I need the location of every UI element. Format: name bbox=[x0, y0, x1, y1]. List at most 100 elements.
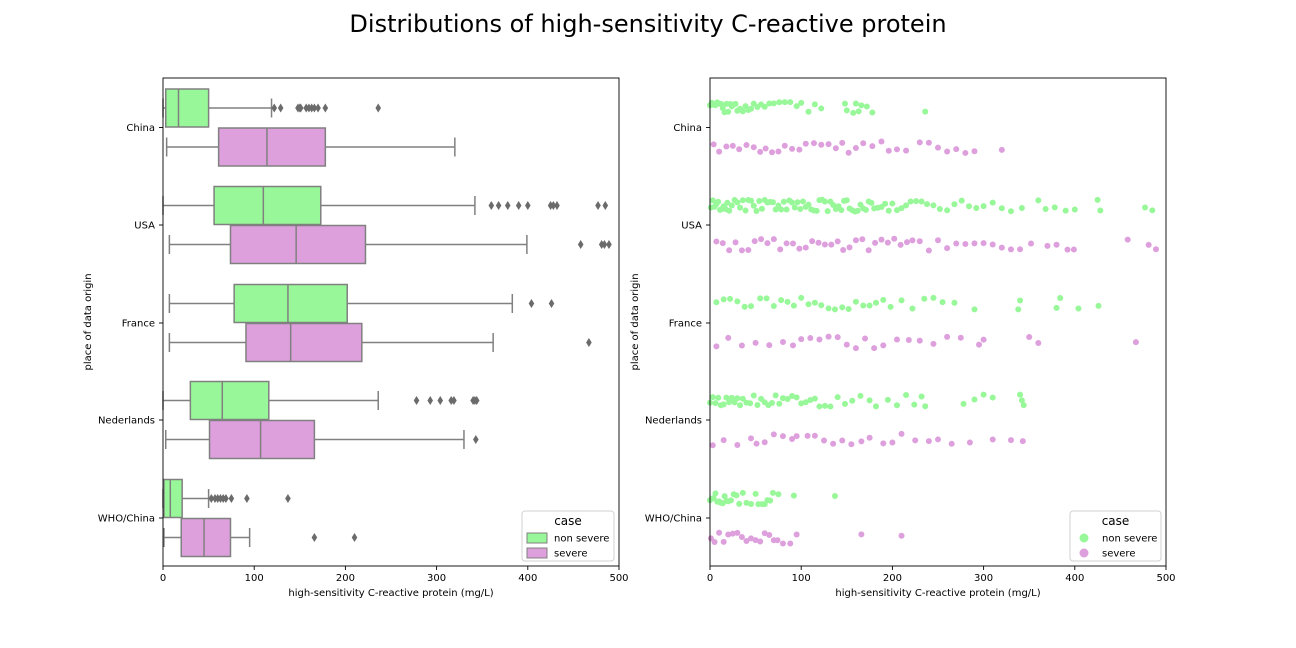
strip-point-severe bbox=[751, 238, 758, 245]
strip-point-severe bbox=[989, 241, 996, 248]
strip-point-severe bbox=[948, 440, 955, 447]
strip-point-severe bbox=[758, 236, 765, 243]
strip-point-severe bbox=[878, 236, 885, 243]
strip-point-non-severe bbox=[787, 99, 794, 106]
strip-point-severe bbox=[796, 245, 803, 252]
x-tick-label: 0 bbox=[707, 573, 713, 584]
strip-point-severe bbox=[884, 239, 891, 246]
strip-point-non-severe bbox=[770, 302, 777, 309]
outlier-point bbox=[271, 103, 278, 113]
box-non-severe bbox=[233, 283, 348, 324]
plot-area bbox=[162, 88, 612, 558]
strip-point-non-severe bbox=[793, 103, 800, 110]
strip-point-non-severe bbox=[951, 299, 958, 306]
strip-point-non-severe bbox=[930, 202, 937, 209]
strip-point-severe bbox=[869, 143, 876, 150]
strip-point-severe bbox=[734, 529, 741, 536]
strip-point-non-severe bbox=[789, 199, 796, 206]
strip-point-non-severe bbox=[712, 400, 719, 407]
strip-point-severe bbox=[774, 537, 781, 544]
x-tick-label: 100 bbox=[792, 573, 811, 584]
strip-point-severe bbox=[810, 140, 817, 147]
strip-point-non-severe bbox=[778, 206, 785, 213]
strip-point-non-severe bbox=[884, 396, 891, 403]
strip-point-severe bbox=[825, 333, 832, 340]
strip-point-non-severe bbox=[944, 207, 951, 214]
legend-swatch bbox=[526, 547, 548, 559]
strip-point-severe bbox=[729, 142, 736, 149]
strip-point-severe bbox=[777, 246, 784, 253]
outlier-point bbox=[451, 396, 457, 405]
strip-point-non-severe bbox=[1015, 306, 1022, 313]
strip-point-severe bbox=[716, 148, 723, 155]
strip-point-severe bbox=[1124, 236, 1131, 243]
strip-point-non-severe bbox=[790, 492, 797, 499]
strip-point-non-severe bbox=[715, 198, 722, 205]
axes-frame bbox=[709, 77, 1167, 567]
strip-point-non-severe bbox=[805, 108, 812, 115]
strip-point-non-severe bbox=[709, 394, 716, 401]
strip-point-non-severe bbox=[841, 100, 848, 107]
strip-point-non-severe bbox=[973, 204, 980, 211]
strip-point-severe bbox=[781, 142, 788, 149]
strip-point-severe bbox=[750, 144, 757, 151]
outlier-point bbox=[311, 103, 318, 113]
strip-point-non-severe bbox=[854, 207, 861, 214]
strip-point-non-severe bbox=[922, 108, 929, 115]
strip-point-non-severe bbox=[780, 198, 787, 205]
outlier-point bbox=[504, 201, 511, 210]
strip-point-non-severe bbox=[790, 302, 797, 309]
strip-point-severe bbox=[909, 237, 916, 244]
legend-entry: non severe bbox=[554, 534, 609, 545]
strip-point-severe bbox=[809, 238, 816, 245]
outlier-point bbox=[375, 103, 382, 113]
outlier-point bbox=[577, 240, 584, 249]
strip-point-non-severe bbox=[930, 294, 937, 301]
box-severe bbox=[229, 224, 367, 265]
strip-point-non-severe bbox=[909, 305, 916, 312]
strip-point-non-severe bbox=[866, 302, 873, 309]
strip-point-severe bbox=[962, 241, 969, 248]
strip-point-non-severe bbox=[849, 397, 856, 404]
strip-point-non-severe bbox=[805, 301, 812, 308]
strip-point-non-severe bbox=[748, 303, 755, 310]
strip-point-severe bbox=[818, 141, 825, 148]
strip-point-severe bbox=[976, 341, 983, 348]
strip-point-severe bbox=[840, 247, 847, 254]
legend-entry: severe bbox=[554, 549, 587, 560]
strip-point-severe bbox=[736, 146, 743, 153]
strip-point-non-severe bbox=[720, 401, 727, 408]
strip-point-severe bbox=[769, 149, 776, 156]
strip-point-non-severe bbox=[872, 299, 879, 306]
y-tick-label: France bbox=[122, 319, 155, 330]
strip-point-non-severe bbox=[831, 306, 838, 313]
strip-point-severe bbox=[935, 436, 941, 443]
outlier-point bbox=[525, 201, 531, 210]
outlier-point bbox=[427, 396, 434, 405]
strip-point-severe bbox=[852, 237, 859, 244]
strip-point-non-severe bbox=[831, 493, 838, 500]
strip-point-severe bbox=[732, 239, 739, 246]
strip-point-severe bbox=[962, 149, 969, 156]
strip-point-severe bbox=[905, 337, 912, 344]
x-axis-label: high-sensitivity C-reactive protein (mg/… bbox=[288, 588, 493, 599]
strip-point-non-severe bbox=[1017, 391, 1024, 398]
strip-point-severe bbox=[846, 244, 853, 251]
strip-point-severe bbox=[793, 433, 800, 440]
strip-point-severe bbox=[852, 145, 859, 152]
strip-point-severe bbox=[866, 434, 873, 441]
strip-point-non-severe bbox=[798, 99, 805, 106]
strip-point-severe bbox=[710, 141, 717, 148]
strip-point-severe bbox=[828, 241, 835, 248]
strip-point-non-severe bbox=[772, 392, 779, 399]
strip-point-severe bbox=[811, 432, 818, 439]
strip-point-severe bbox=[966, 439, 973, 446]
strip-point-severe bbox=[743, 141, 750, 148]
strip-point-severe bbox=[1132, 339, 1139, 346]
y-axis-label: place of data origin bbox=[83, 273, 94, 370]
strip-point-severe bbox=[720, 538, 727, 545]
strip-point-severe bbox=[761, 439, 768, 446]
strip-point-non-severe bbox=[767, 497, 774, 504]
y-tick-label: USA bbox=[681, 221, 702, 232]
strip-point-severe bbox=[753, 440, 760, 447]
